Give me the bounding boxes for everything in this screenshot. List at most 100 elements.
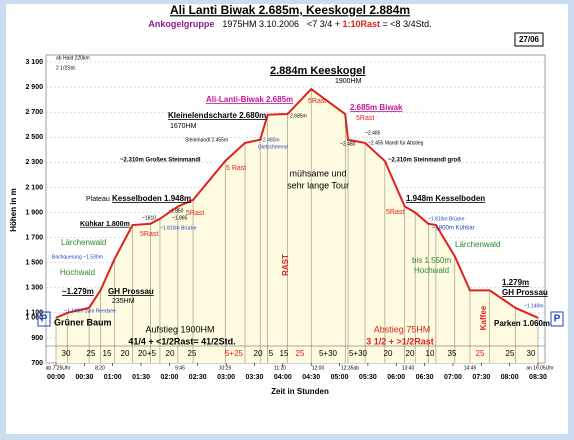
clock-time: 9:45 <box>175 365 185 371</box>
segment-time: 20 <box>406 349 415 358</box>
x-tick-label: 00:30 <box>75 374 93 381</box>
annotation: ~1800m Kühkar <box>432 226 475 232</box>
y-tick-label: 900 <box>31 335 43 342</box>
segment-time: 15 <box>280 349 289 358</box>
y-axis-title: Höhen in m <box>9 188 18 232</box>
area <box>56 89 538 363</box>
subtitle: Ankogelgruppe 1975HM 3.10.2006 <7 3/4 + 1:… <box>148 19 431 29</box>
segment-time: 20 <box>166 349 175 358</box>
subtitle-part: 1:10Rast <box>343 19 381 29</box>
segment-time: 5+30 <box>349 349 368 358</box>
annotation: ~1.885 <box>172 215 188 221</box>
annotation: ~2.480 <box>340 141 356 147</box>
parking-box <box>550 311 564 327</box>
segment-time: 20 <box>254 349 263 358</box>
x-tick-label: 05:30 <box>359 374 377 381</box>
annotation: Lärchenwald <box>455 240 500 249</box>
segment-time: 30 <box>62 349 71 358</box>
annotation: Kühkar 1.800m <box>80 221 130 228</box>
annotation: bis 1.550m <box>412 256 451 265</box>
annotation: 235HM <box>112 298 135 305</box>
annotation: 5 Rast <box>226 165 246 172</box>
y-tick-label: 1 060 <box>25 315 43 322</box>
annotation: 41/4 + <1/2Rast= 41/2Std. <box>128 336 235 346</box>
annotation: P <box>41 314 48 325</box>
x-tick-label: 00:00 <box>47 374 65 381</box>
segment-time: 20 <box>384 349 393 358</box>
x-tick-label: 02:30 <box>189 374 207 381</box>
x-tick-label: 08:00 <box>501 374 519 381</box>
annotation: ~1.850 <box>168 208 184 214</box>
clock-time: an 16:05Uhr <box>526 365 554 371</box>
annotation: Lärchenwald <box>61 238 106 247</box>
clock-time: 10:25 <box>219 365 232 371</box>
segment-time: 25 <box>87 349 96 358</box>
y-tick-label: 700 <box>31 360 43 367</box>
annotation: 2,685m <box>290 113 307 119</box>
annotation: Steinmandl 2.455m <box>185 137 228 143</box>
annotation: Aufstieg 1900HM <box>145 324 214 334</box>
annotation: ~1.810m Brücke <box>428 216 465 222</box>
x-tick-label: 05:00 <box>331 374 349 381</box>
annotation: Ali-Lanti-Biwak 2.685m <box>206 95 293 104</box>
annotation: Kleinelendscharte 2.680m <box>168 111 266 120</box>
x-tick-label: 03:00 <box>217 374 235 381</box>
segment-time: 25 <box>296 349 305 358</box>
annotation: ~1.810m Brücke <box>160 225 197 231</box>
clock-time: 12:35ab <box>341 365 359 371</box>
y-tick-label: 1 700 <box>25 234 43 241</box>
x-tick-label: 04:00 <box>274 374 292 381</box>
segment-time: 5 <box>269 349 274 358</box>
segment-time: 5+25 <box>225 349 244 358</box>
subtitle-part: <7 3/4 + <box>307 19 343 29</box>
annotation: Kaffee <box>479 305 488 330</box>
annotation: 5Rast <box>186 210 204 217</box>
segment-time: 20+5 <box>138 349 157 358</box>
y-tick-label: 2 700 <box>25 109 43 116</box>
x-tick-label: 02:00 <box>160 374 178 381</box>
x-tick-label: 03:30 <box>246 374 264 381</box>
annotation: 2 1/2Std. <box>56 65 76 71</box>
x-tick-label: 01:00 <box>104 374 122 381</box>
annotation: 1.948m Kesselboden <box>406 194 485 203</box>
x-tick-label: 04:30 <box>302 374 320 381</box>
annotation: 5Rast <box>308 98 326 105</box>
segment-time: 10 <box>426 349 435 358</box>
annotation: ~2.455 Mandl für Abstieg <box>368 140 424 146</box>
y-tick-label: 2 300 <box>25 159 43 166</box>
y-tick-label: 1 900 <box>25 209 43 216</box>
y-tick-label: 1 100 <box>25 310 43 317</box>
x-axis-title: Zeit in Stunden <box>271 387 329 396</box>
annotation: GH Prossau <box>502 288 548 297</box>
subtitle-part: = <8 3/4Std. <box>380 19 432 29</box>
annotation: 1.279m <box>502 278 529 287</box>
annotation: Abstieg 75HM <box>374 324 431 334</box>
annotation: Hochwald <box>414 266 449 275</box>
annotation: ~2.480m <box>260 137 280 143</box>
segment-time: 25 <box>506 349 515 358</box>
annotation: RAST <box>281 254 290 276</box>
x-tick-label: 07:00 <box>444 374 462 381</box>
x-tick-label: 06:00 <box>387 374 405 381</box>
annotation: 5Rast <box>356 115 374 122</box>
segment-time: 30 <box>527 349 536 358</box>
badge-box <box>514 32 544 47</box>
annotation: ~1.140m <box>524 303 544 309</box>
annotation: Bachquerung ~1.530m <box>52 254 103 260</box>
annotation: ~1.140m zum Reedsee <box>64 308 116 314</box>
clock-time: 13:40 <box>402 365 415 371</box>
y-tick-label: 2 900 <box>25 84 43 91</box>
segment-time: 35 <box>448 349 457 358</box>
y-tick-label: 2 100 <box>25 184 43 191</box>
annotation: 2.884m Keeskogel <box>270 65 365 77</box>
badge: 27/06 <box>519 35 540 44</box>
segment-time: 25 <box>188 349 197 358</box>
segment-time: 20 <box>121 349 130 358</box>
y-tick-label: 3 100 <box>25 59 43 66</box>
annotation: Grüner Baum <box>54 317 112 327</box>
segment-time: 5+30 <box>319 349 338 358</box>
chart-title: Ali Lanti Biwak 2.685m, Keeskogel 2.884m <box>170 3 410 17</box>
clock-time: 14:45 <box>464 365 477 371</box>
annotation: 5Rast <box>140 231 158 238</box>
